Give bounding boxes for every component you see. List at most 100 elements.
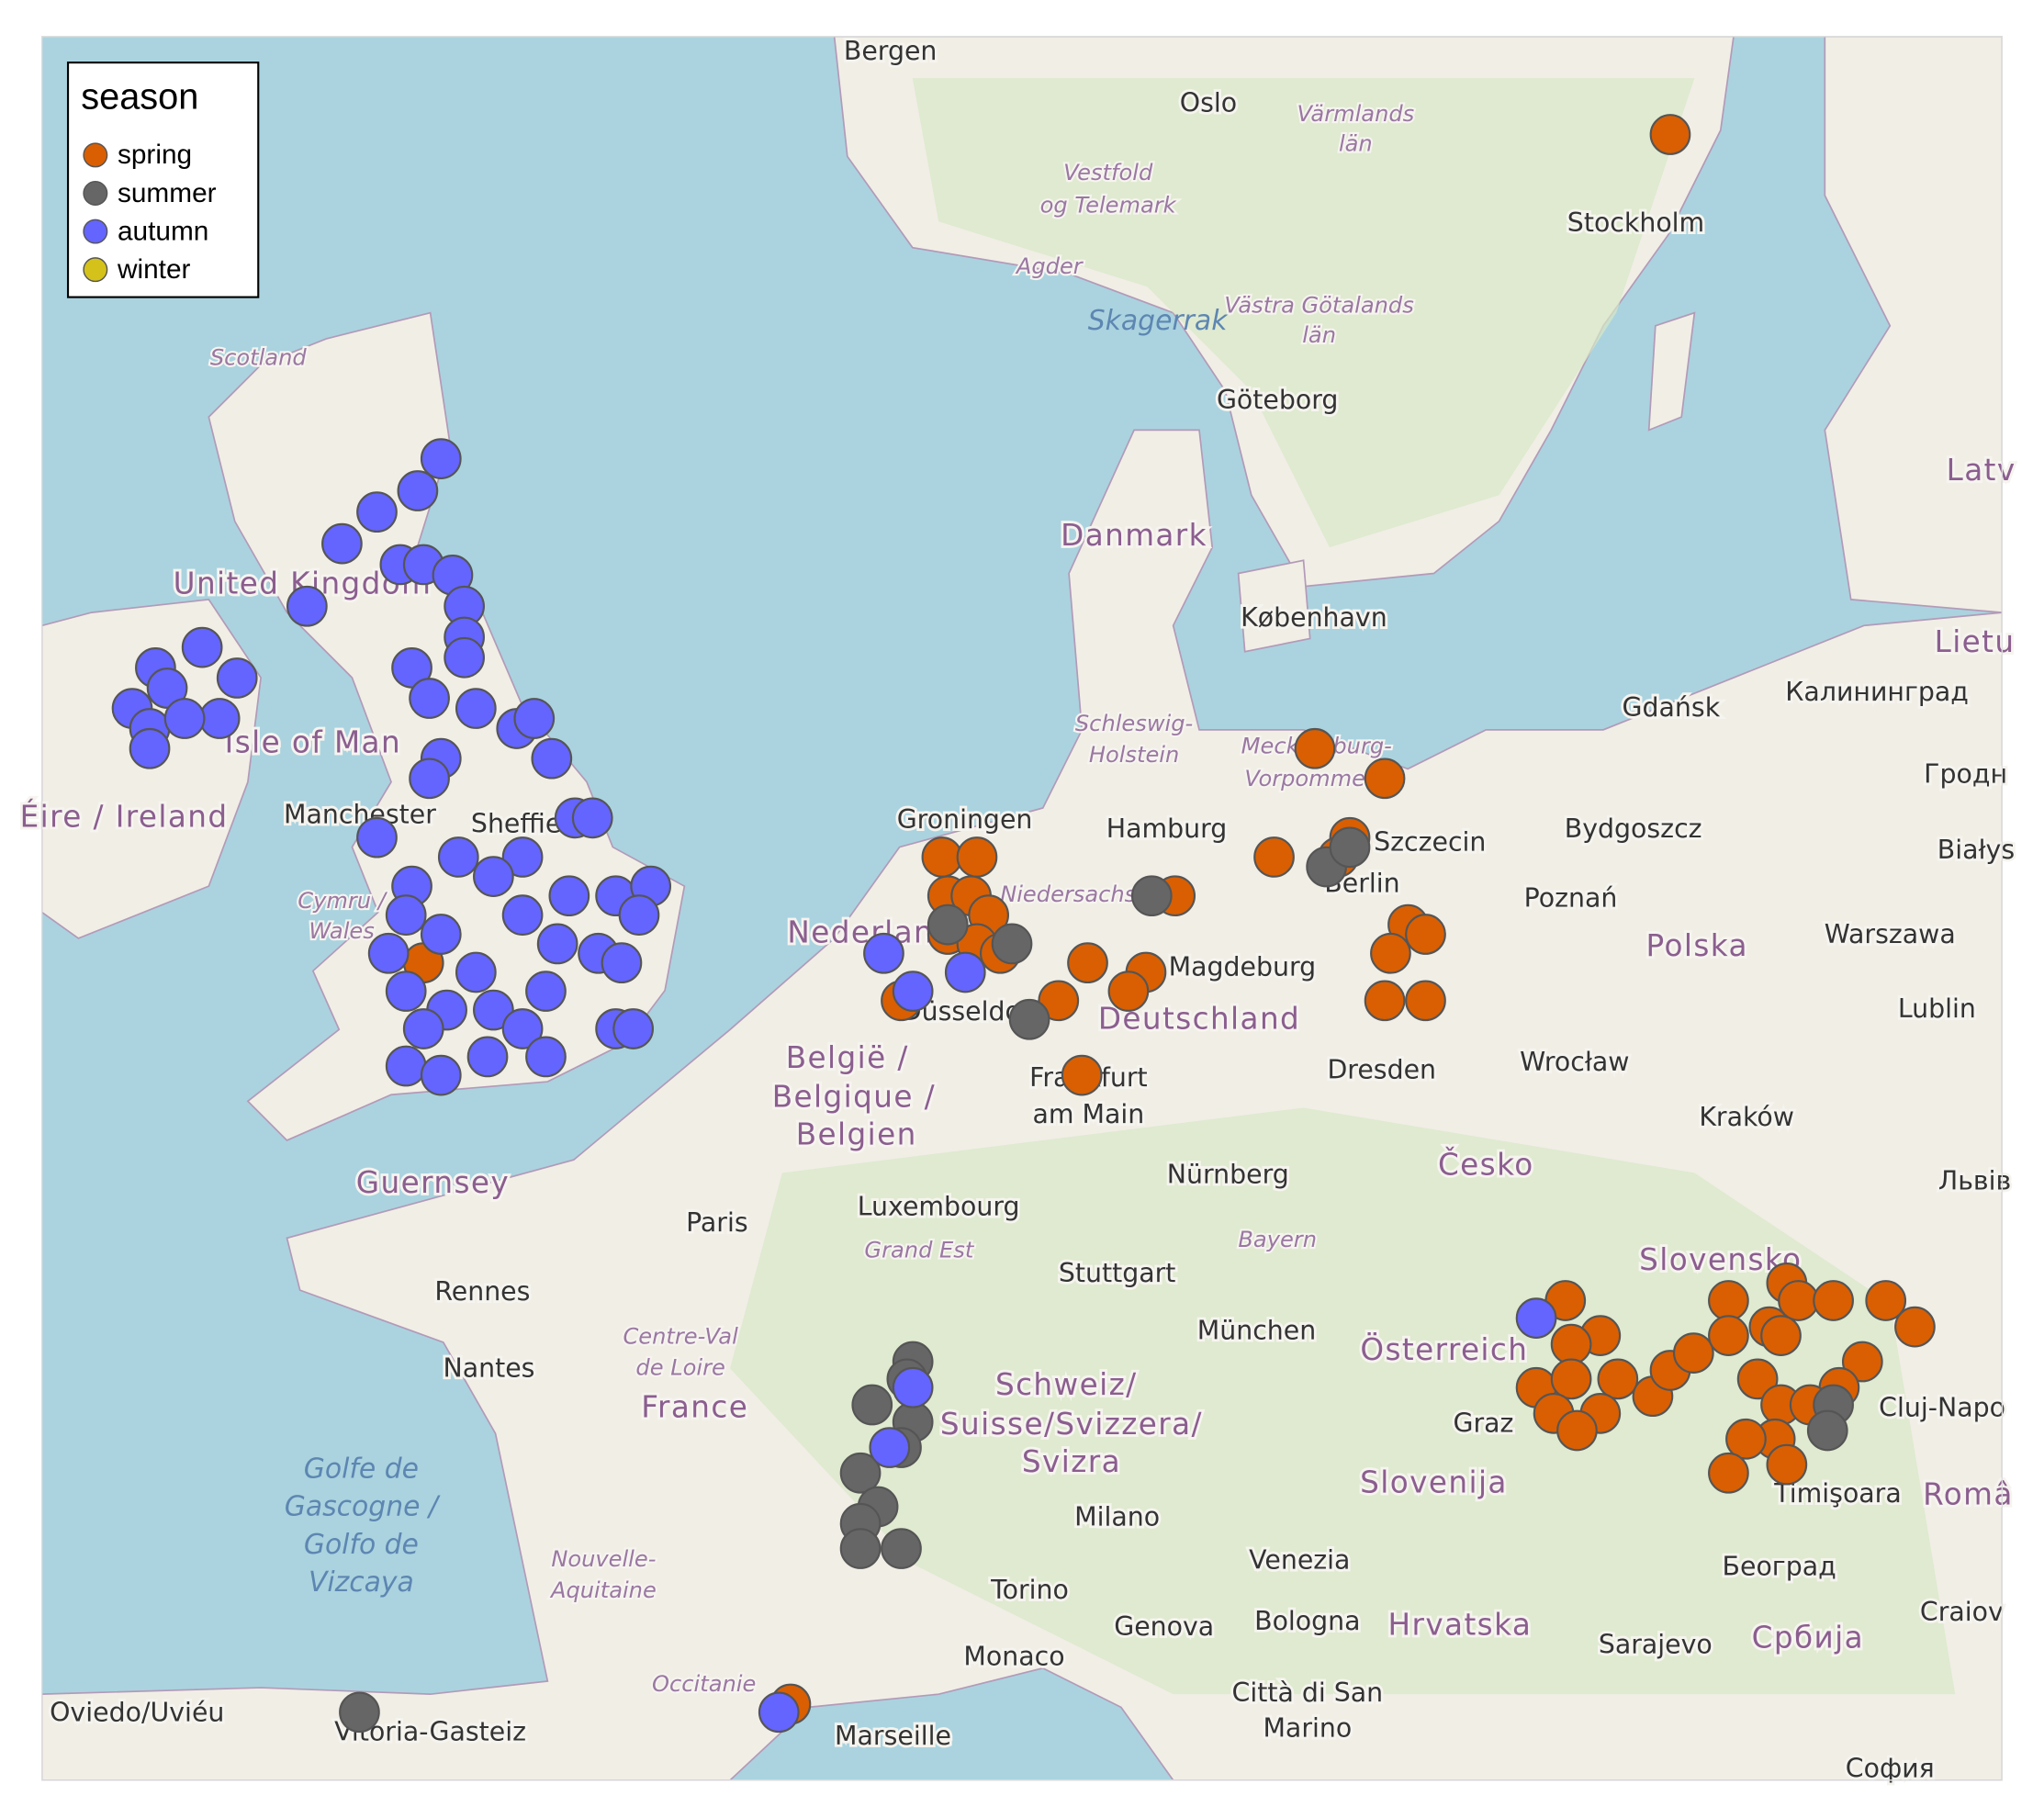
- point: [420, 1054, 462, 1096]
- point: [1708, 1452, 1749, 1494]
- point: [1672, 1332, 1714, 1374]
- place-label: Paris: [686, 1207, 748, 1238]
- point: [991, 923, 1033, 965]
- place-label: Bologna: [1254, 1606, 1360, 1636]
- point: [1061, 1054, 1103, 1096]
- point: [466, 1036, 509, 1078]
- place-label: de Loire: [635, 1354, 724, 1380]
- place-label: Lietu: [1935, 624, 2016, 659]
- place-label: Milano: [1074, 1502, 1160, 1532]
- point: [420, 438, 462, 479]
- place-label: Centre-Val: [623, 1323, 738, 1349]
- place-label: Västra Götalands: [1224, 293, 1414, 319]
- point: [1556, 1409, 1598, 1452]
- place-label: Kraków: [1699, 1102, 1794, 1132]
- place-label: Bergen: [844, 36, 938, 66]
- place-label: Torino: [990, 1575, 1069, 1605]
- point: [409, 678, 450, 719]
- point: [869, 1427, 911, 1468]
- legend-label: winter: [117, 254, 191, 285]
- point: [1865, 1280, 1907, 1321]
- place-label: France: [641, 1389, 748, 1424]
- place-label: Калининград: [1785, 677, 1969, 707]
- place-label: Nürnberg: [1167, 1159, 1289, 1189]
- legend-label: autumn: [118, 216, 208, 246]
- place-label: Львів: [1938, 1165, 2011, 1195]
- place-label: Oslo: [1180, 88, 1237, 118]
- place-label: Värmlands: [1297, 101, 1414, 127]
- point: [1766, 1443, 1808, 1486]
- place-label: Polska: [1646, 928, 1748, 963]
- place-label: Београд: [1723, 1551, 1836, 1581]
- point: [385, 894, 427, 936]
- point: [1708, 1315, 1749, 1356]
- point: [129, 727, 171, 769]
- place-label: København: [1241, 602, 1387, 633]
- point: [397, 470, 439, 511]
- place-label: Éire / Ireland: [20, 799, 229, 834]
- place-label: Monaco: [963, 1641, 1064, 1671]
- point: [525, 1036, 567, 1078]
- point: [286, 585, 328, 627]
- points: [111, 114, 1936, 1734]
- place-label: Gascogne /: [285, 1491, 441, 1523]
- point: [1515, 1297, 1557, 1339]
- place-label: Nantes: [443, 1353, 534, 1384]
- place-label: am Main: [1032, 1099, 1144, 1129]
- place-label: Poznań: [1524, 882, 1618, 913]
- point: [501, 894, 544, 936]
- point: [531, 737, 573, 780]
- point: [1550, 1323, 1592, 1365]
- legend-swatch: [83, 219, 108, 244]
- place-label: Cymru /: [298, 888, 387, 914]
- point: [536, 923, 578, 965]
- point: [921, 836, 963, 878]
- place-label: Genova: [1114, 1611, 1214, 1642]
- point: [385, 1045, 427, 1087]
- place-label: Danmark: [1061, 518, 1207, 553]
- legend-title: season: [81, 76, 198, 117]
- point: [216, 657, 258, 699]
- place-label: Vestfold: [1063, 160, 1153, 185]
- place-label: Magdeburg: [1169, 952, 1317, 982]
- point: [409, 758, 450, 800]
- legend-box: [66, 62, 260, 298]
- legend-label: spring: [118, 140, 192, 170]
- basemap: [41, 36, 2003, 1780]
- point: [1806, 1409, 1848, 1452]
- place-label: Latv: [1947, 453, 2016, 488]
- point: [473, 989, 514, 1031]
- legend-swatch: [83, 181, 108, 206]
- point: [1038, 980, 1080, 1022]
- point: [501, 1008, 544, 1049]
- point: [367, 932, 410, 974]
- place-label: Österreich: [1360, 1332, 1528, 1367]
- place-label: Aquitaine: [549, 1577, 657, 1603]
- land: [1824, 36, 2003, 613]
- point: [1253, 836, 1295, 878]
- point: [501, 836, 544, 878]
- legend-label: summer: [118, 178, 217, 208]
- point: [181, 626, 223, 668]
- point: [612, 1008, 654, 1049]
- point: [163, 698, 206, 739]
- point: [1107, 971, 1150, 1012]
- point: [1329, 826, 1371, 869]
- legend: season spring summer autumn winter: [66, 62, 260, 298]
- map-frame: [40, 36, 2004, 1781]
- place-label: Craiov: [1920, 1597, 2004, 1627]
- place-label: Suisse/Svizzera/: [940, 1407, 1203, 1442]
- place-label: län: [1339, 131, 1373, 157]
- place-label: Sarajevo: [1599, 1630, 1713, 1660]
- place-label: Hrvatska: [1388, 1607, 1533, 1642]
- point: [863, 932, 904, 974]
- point: [1370, 932, 1411, 974]
- point: [1841, 1341, 1883, 1383]
- place-label: Vizcaya: [309, 1566, 414, 1599]
- place-label: Belgique /: [772, 1080, 936, 1115]
- place-label: Deutschland: [1098, 1001, 1300, 1036]
- place-label: Schweiz/: [995, 1367, 1138, 1402]
- place-label: Luxembourg: [858, 1192, 1020, 1222]
- place-label: Golfe de: [304, 1453, 419, 1486]
